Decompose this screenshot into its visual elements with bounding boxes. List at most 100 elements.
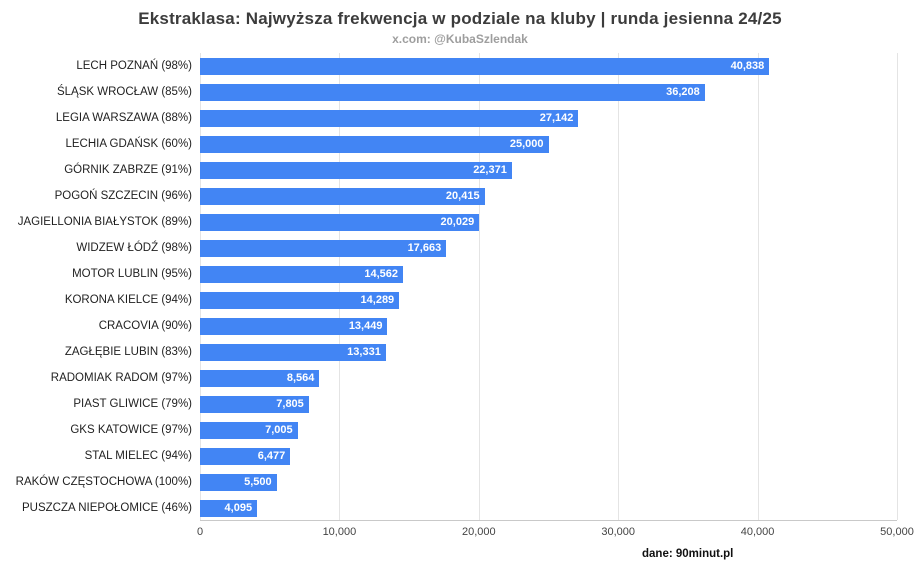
bar-row: LEGIA WARSZAWA (88%) 27,142 xyxy=(0,105,920,131)
bar-value-label: 13,331 xyxy=(347,346,381,358)
bar-track: 8,564 xyxy=(200,369,897,387)
category-label: WIDZEW ŁÓDŹ (98%) xyxy=(76,242,192,254)
bar: 17,663 xyxy=(200,239,447,257)
category-label: KORONA KIELCE (94%) xyxy=(64,294,192,306)
bar-row: STAL MIELEC (94%) 6,477 xyxy=(0,443,920,469)
bar-row: LECHIA GDAŃSK (60%) 25,000 xyxy=(0,131,920,157)
category-label: LECH POZNAŃ (98%) xyxy=(76,60,192,72)
bar-track: 27,142 xyxy=(200,109,897,127)
bar: 20,415 xyxy=(200,187,485,205)
bar-row: LECH POZNAŃ (98%) 40,838 xyxy=(0,53,920,79)
bar-track: 7,005 xyxy=(200,421,897,439)
chart-subtitle: x.com: @KubaSzlendak xyxy=(392,32,528,46)
bar-row: KORONA KIELCE (94%) 14,289 xyxy=(0,287,920,313)
bar-rows: LECH POZNAŃ (98%) 40,838 ŚLĄSK WROCŁAW (85… xyxy=(0,53,920,521)
bar-row: GÓRNIK ZABRZE (91%) 22,371 xyxy=(0,157,920,183)
bar-track: 13,331 xyxy=(200,343,897,361)
gridline xyxy=(478,53,480,520)
source-note: dane: 90minut.pl xyxy=(642,548,734,560)
category-label: ZAGŁĘBIE LUBIN (83%) xyxy=(64,346,192,358)
bar-track: 14,562 xyxy=(200,265,897,283)
category-label: CRACOVIA (90%) xyxy=(98,320,192,332)
bar: 27,142 xyxy=(200,109,579,127)
x-tick-label: 10,000 xyxy=(322,526,357,538)
bar: 14,289 xyxy=(200,291,400,309)
x-tick-label: 50,000 xyxy=(880,526,914,538)
x-tick-label: 40,000 xyxy=(740,526,775,538)
bar: 25,000 xyxy=(200,135,549,153)
bar-row: JAGIELLONIA BIAŁYSTOK (89%) 20,029 xyxy=(0,209,920,235)
bar: 5,500 xyxy=(200,473,277,491)
category-label: PIAST GLIWICE (79%) xyxy=(73,398,192,410)
bar-value-label: 22,371 xyxy=(473,164,507,176)
bar-row: ŚLĄSK WROCŁAW (85%) 36,208 xyxy=(0,79,920,105)
bar-value-label: 14,289 xyxy=(360,294,395,306)
bar-row: WIDZEW ŁÓDŹ (98%) 17,663 xyxy=(0,235,920,261)
x-tick-label: 20,000 xyxy=(461,526,496,538)
category-label: JAGIELLONIA BIAŁYSTOK (89%) xyxy=(17,216,192,228)
bar: 7,805 xyxy=(200,395,309,413)
category-label: RADOMIAK RADOM (97%) xyxy=(50,372,192,384)
category-label: LECHIA GDAŃSK (60%) xyxy=(65,138,192,150)
bar-value-label: 25,000 xyxy=(509,138,544,150)
x-tick-label: 30,000 xyxy=(601,526,636,538)
bar: 7,005 xyxy=(200,421,298,439)
bar-value-label: 20,415 xyxy=(445,190,480,202)
category-label: PUSZCZA NIEPOŁOMICE (46%) xyxy=(22,502,192,514)
bar-value-label: 17,663 xyxy=(407,242,442,254)
category-label: GÓRNIK ZABRZE (91%) xyxy=(64,164,192,176)
bar: 20,029 xyxy=(200,213,480,231)
bar-track: 5,500 xyxy=(200,473,897,491)
bar-row: CRACOVIA (90%) 13,449 xyxy=(0,313,920,339)
bar-track: 7,805 xyxy=(200,395,897,413)
plot-area: LECH POZNAŃ (98%) 40,838 ŚLĄSK WROCŁAW (85… xyxy=(0,53,920,521)
x-axis: 0 10,000 20,000 30,000 40,000 50,000 xyxy=(196,521,914,541)
bar-track: 17,663 xyxy=(200,239,897,257)
bar-value-label: 7,005 xyxy=(265,424,293,436)
category-label: POGOŃ SZCZECIN (96%) xyxy=(54,190,192,202)
x-tick-label: 0 xyxy=(196,526,204,538)
bar: 8,564 xyxy=(200,369,320,387)
bar-value-label: 36,208 xyxy=(666,86,700,98)
chart-page: Ekstraklasa: Najwyższa frekwencja w podz… xyxy=(0,9,920,560)
bar-value-label: 14,562 xyxy=(364,268,398,280)
bar-track: 22,371 xyxy=(200,161,897,179)
bar-track: 20,029 xyxy=(200,213,897,231)
bar-row: GKS KATOWICE (97%) 7,005 xyxy=(0,417,920,443)
bar-track: 20,415 xyxy=(200,187,897,205)
gridline xyxy=(897,53,898,520)
bar-track: 25,000 xyxy=(200,135,897,153)
bar-value-label: 27,142 xyxy=(539,112,574,124)
bar-row: PIAST GLIWICE (79%) 7,805 xyxy=(0,391,920,417)
category-label: MOTOR LUBLIN (95%) xyxy=(72,268,192,280)
bar-row: RAKÓW CZĘSTOCHOWA (100%) 5,500 xyxy=(0,469,920,495)
bar-row: POGOŃ SZCZECIN (96%) 20,415 xyxy=(0,183,920,209)
bar-value-label: 20,029 xyxy=(440,216,475,228)
category-label: ŚLĄSK WROCŁAW (85%) xyxy=(56,86,192,98)
chart-title: Ekstraklasa: Najwyższa frekwencja w podz… xyxy=(138,9,782,28)
bar-row: RADOMIAK RADOM (97%) 8,564 xyxy=(0,365,920,391)
bar-value-label: 40,838 xyxy=(730,60,765,72)
bar-value-label: 7,805 xyxy=(276,398,304,410)
category-label: STAL MIELEC (94%) xyxy=(84,450,192,462)
bar: 6,477 xyxy=(200,447,291,465)
bar: 36,208 xyxy=(200,83,705,101)
gridline xyxy=(618,53,620,520)
gridline xyxy=(200,53,201,520)
bar: 14,562 xyxy=(200,265,403,283)
bar: 13,331 xyxy=(200,343,386,361)
bar: 40,838 xyxy=(200,57,770,75)
bar-row: MOTOR LUBLIN (95%) 14,562 xyxy=(0,261,920,287)
bar-track: 14,289 xyxy=(200,291,897,309)
bar-row: ZAGŁĘBIE LUBIN (83%) 13,331 xyxy=(0,339,920,365)
bar: 4,095 xyxy=(200,499,258,517)
bar-track: 13,449 xyxy=(200,317,897,335)
gridline xyxy=(757,53,759,520)
bar-value-label: 13,449 xyxy=(348,320,383,332)
bar-track: 36,208 xyxy=(200,83,897,101)
bar-value-label: 8,564 xyxy=(286,372,315,384)
bar-value-label: 4,095 xyxy=(224,502,253,514)
category-label: RAKÓW CZĘSTOCHOWA (100%) xyxy=(15,476,192,488)
bar: 13,449 xyxy=(200,317,388,335)
gridlines xyxy=(200,53,898,521)
